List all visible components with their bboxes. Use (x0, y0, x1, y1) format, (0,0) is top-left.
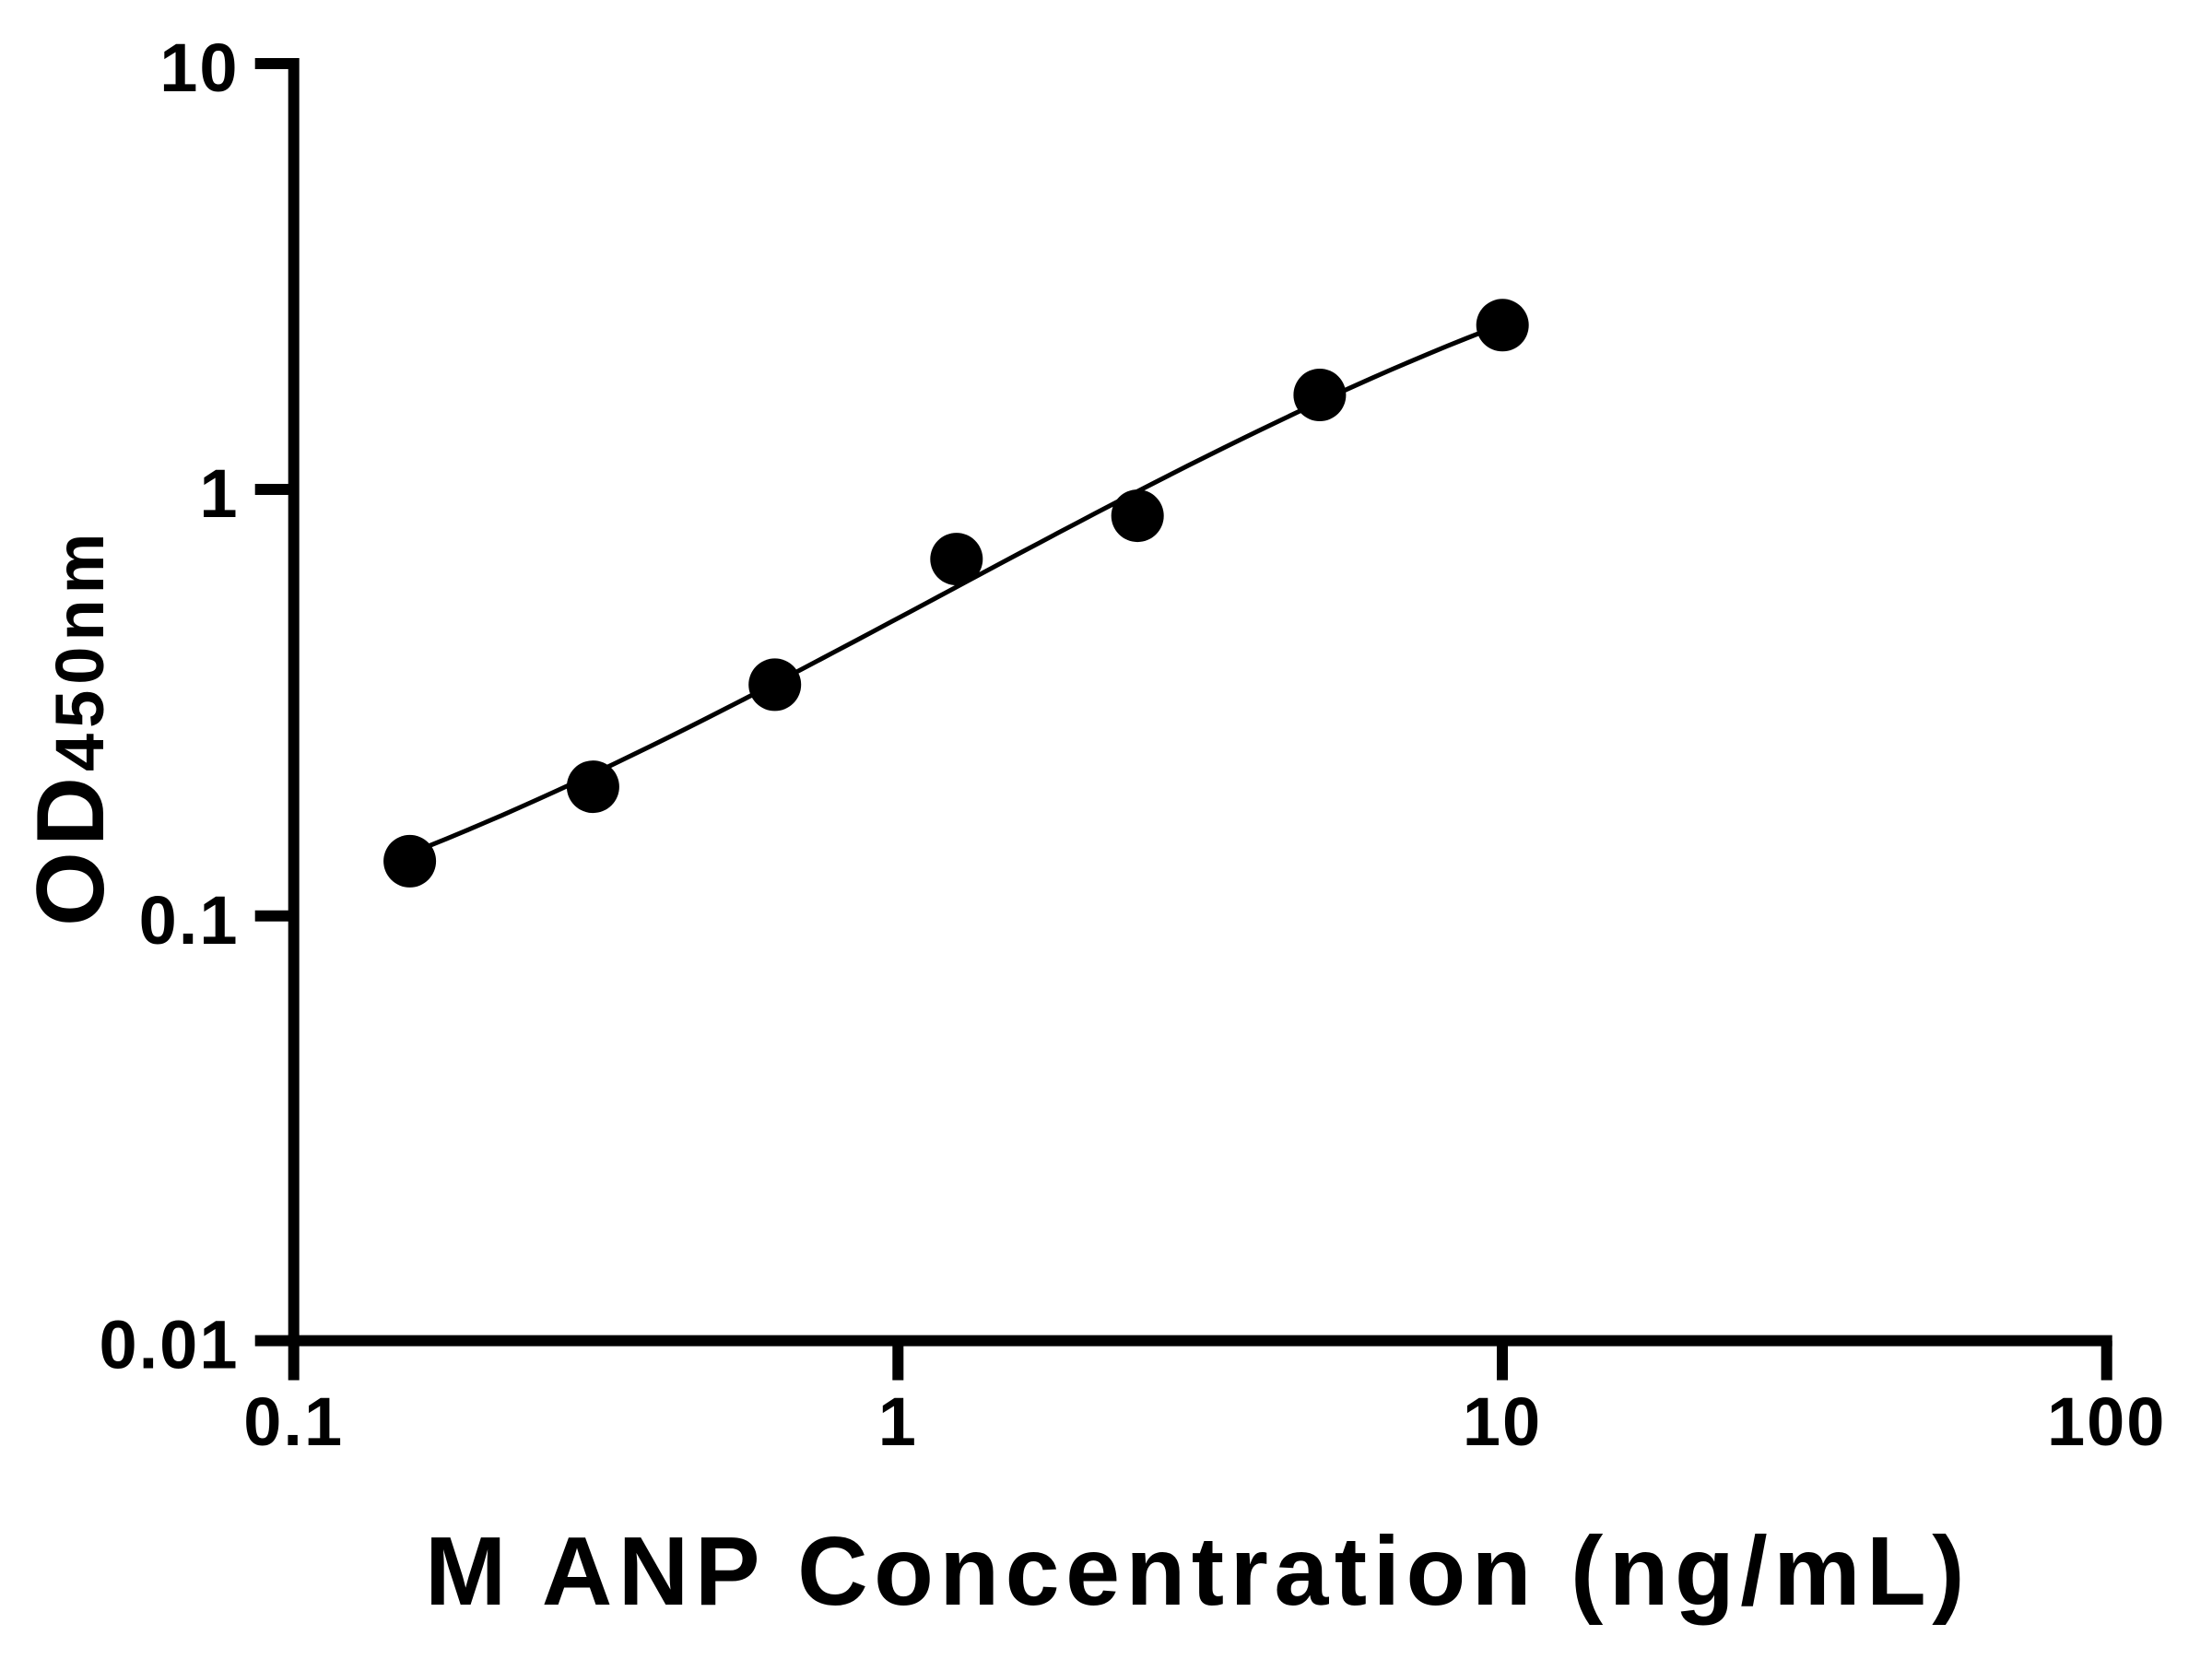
svg-text:0.1: 0.1 (243, 1383, 344, 1460)
svg-text:10: 10 (1463, 1383, 1542, 1460)
svg-text:100: 100 (2047, 1383, 2166, 1460)
svg-text:1: 1 (878, 1383, 918, 1460)
svg-text:10: 10 (159, 29, 239, 106)
svg-text:0.01: 0.01 (99, 1307, 239, 1383)
svg-text:0.1: 0.1 (139, 882, 240, 959)
svg-text:1: 1 (199, 455, 239, 532)
svg-text:M ANP Concentration (ng/mL): M ANP Concentration (ng/mL) (425, 1517, 1971, 1626)
